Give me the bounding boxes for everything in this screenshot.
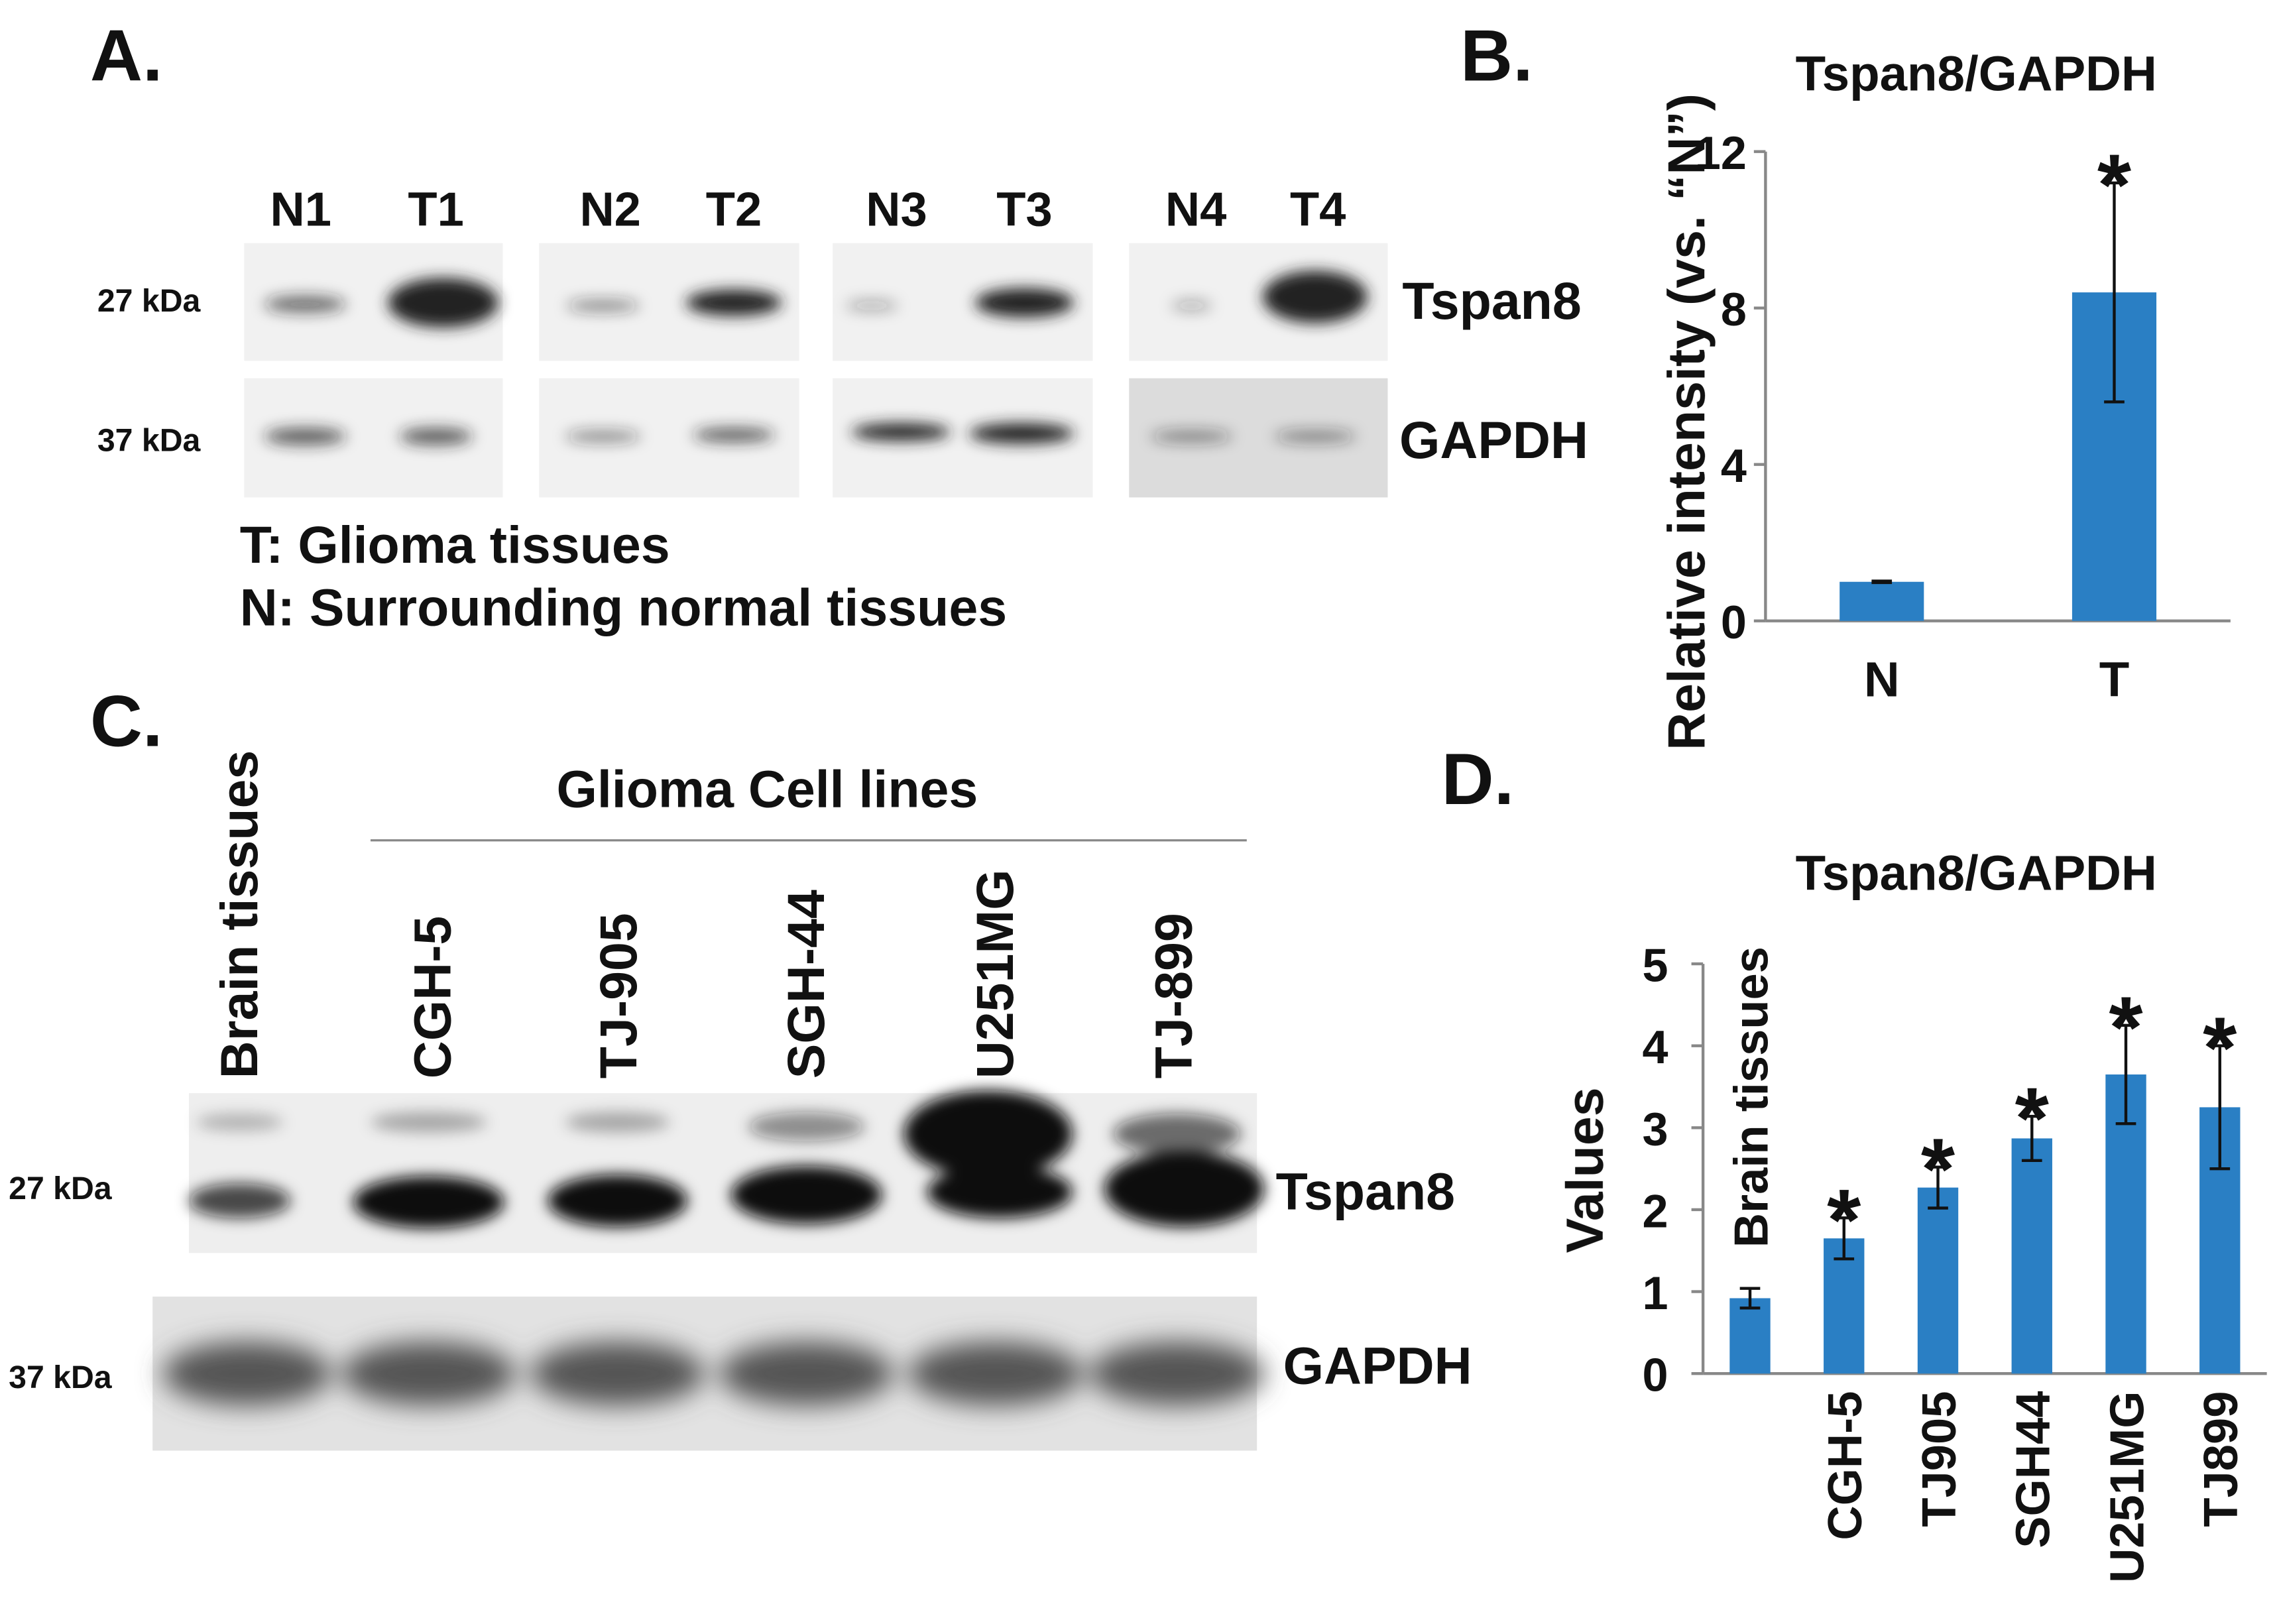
y-axis-title: Values bbox=[1556, 1087, 1614, 1253]
protein-label: Tspan8 bbox=[1402, 272, 1581, 330]
lane-label: N1 bbox=[270, 183, 331, 236]
y-tick-label: 0 bbox=[1721, 597, 1747, 648]
error-bar bbox=[2115, 1023, 2136, 1126]
lane-label: N4 bbox=[1165, 183, 1226, 236]
group-label: Glioma Cell lines bbox=[556, 760, 978, 818]
lane-label: SGH-44 bbox=[777, 890, 835, 1078]
legend-text: N: Surrounding normal tissues bbox=[240, 578, 1007, 636]
lane-label: N3 bbox=[866, 183, 927, 236]
lane-label: T2 bbox=[706, 183, 762, 236]
x-tick-label: CGH-5 bbox=[1819, 1391, 1872, 1540]
marker-label: 37 kDa bbox=[9, 1360, 113, 1395]
significance-mark: * bbox=[2203, 999, 2237, 1096]
y-tick-label: 8 bbox=[1721, 284, 1747, 335]
error-bar bbox=[1928, 1165, 1948, 1210]
y-tick-label: 3 bbox=[1643, 1104, 1668, 1155]
bar bbox=[1839, 581, 1924, 621]
lane-label: T4 bbox=[1290, 183, 1346, 236]
y-tick-label: 4 bbox=[1643, 1021, 1668, 1073]
error-bar bbox=[1871, 579, 1893, 585]
protein-label: Tspan8 bbox=[1276, 1163, 1455, 1221]
y-tick-label: 5 bbox=[1643, 939, 1668, 991]
protein-label: GAPDH bbox=[1399, 411, 1588, 469]
lane-label: U251MG bbox=[966, 869, 1024, 1078]
legend-text: T: Glioma tissues bbox=[240, 516, 670, 574]
y-tick-label: 1 bbox=[1643, 1267, 1668, 1319]
lane-label: TJ-905 bbox=[589, 913, 648, 1078]
y-tick-label: 12 bbox=[1695, 127, 1747, 179]
lane-label: N2 bbox=[579, 183, 640, 236]
x-tick-label: TJ899 bbox=[2195, 1391, 2248, 1527]
panel-label: C. bbox=[90, 681, 163, 762]
chart-title: Tspan8/GAPDH bbox=[1796, 845, 2157, 900]
blot-c: Glioma Cell lines Brain tissues CGH-5 TJ… bbox=[9, 750, 1472, 1451]
blot-a: N1 T1 N2 T2 N3 T3 N4 T4 27 kDa 37 kDa Ts… bbox=[97, 183, 1588, 636]
bar bbox=[1917, 1187, 1959, 1374]
lane-label: Brain tissues bbox=[210, 750, 268, 1079]
significance-mark: * bbox=[2109, 978, 2143, 1076]
x-tick-label: N bbox=[1864, 652, 1900, 707]
lane-label: T1 bbox=[408, 183, 463, 236]
x-tick-label: T bbox=[2099, 652, 2130, 707]
bar bbox=[2011, 1138, 2052, 1374]
significance-mark: * bbox=[1921, 1120, 1956, 1218]
error-bar bbox=[2209, 1044, 2231, 1171]
error-bar bbox=[1834, 1216, 1855, 1261]
panel-label: A. bbox=[90, 15, 163, 96]
y-tick-label: 4 bbox=[1721, 440, 1747, 492]
panel-label: B. bbox=[1460, 15, 1533, 96]
marker-label: 27 kDa bbox=[9, 1171, 113, 1206]
bar bbox=[1729, 1298, 1771, 1374]
marker-label: 27 kDa bbox=[97, 283, 202, 319]
y-axis-title: Relative intensity (vs. “N”) bbox=[1657, 93, 1716, 750]
lane-label: T3 bbox=[996, 183, 1052, 236]
marker-label: 37 kDa bbox=[97, 422, 202, 458]
panel-label: D. bbox=[1442, 739, 1515, 820]
bar bbox=[1824, 1238, 1865, 1374]
lane-label: CGH-5 bbox=[404, 916, 462, 1079]
significance-mark: * bbox=[2015, 1069, 2050, 1167]
x-tick-label: TJ905 bbox=[1913, 1391, 1966, 1527]
significance-mark: * bbox=[1827, 1171, 1861, 1269]
x-tick-label: SGH44 bbox=[2007, 1391, 2060, 1548]
x-tick-label: U251MG bbox=[2101, 1391, 2154, 1583]
x-tick-label: Brain tissues bbox=[1725, 947, 1778, 1247]
protein-label: GAPDH bbox=[1283, 1337, 1472, 1395]
lane-label: TJ-899 bbox=[1145, 913, 1203, 1078]
chart-title: Tspan8/GAPDH bbox=[1796, 46, 2157, 101]
significance-mark: * bbox=[2097, 136, 2132, 233]
y-tick-label: 0 bbox=[1643, 1350, 1668, 1401]
y-tick-label: 2 bbox=[1643, 1185, 1668, 1237]
error-bar bbox=[2104, 181, 2125, 404]
error-bar bbox=[2021, 1114, 2042, 1162]
error-bar bbox=[1739, 1287, 1761, 1310]
